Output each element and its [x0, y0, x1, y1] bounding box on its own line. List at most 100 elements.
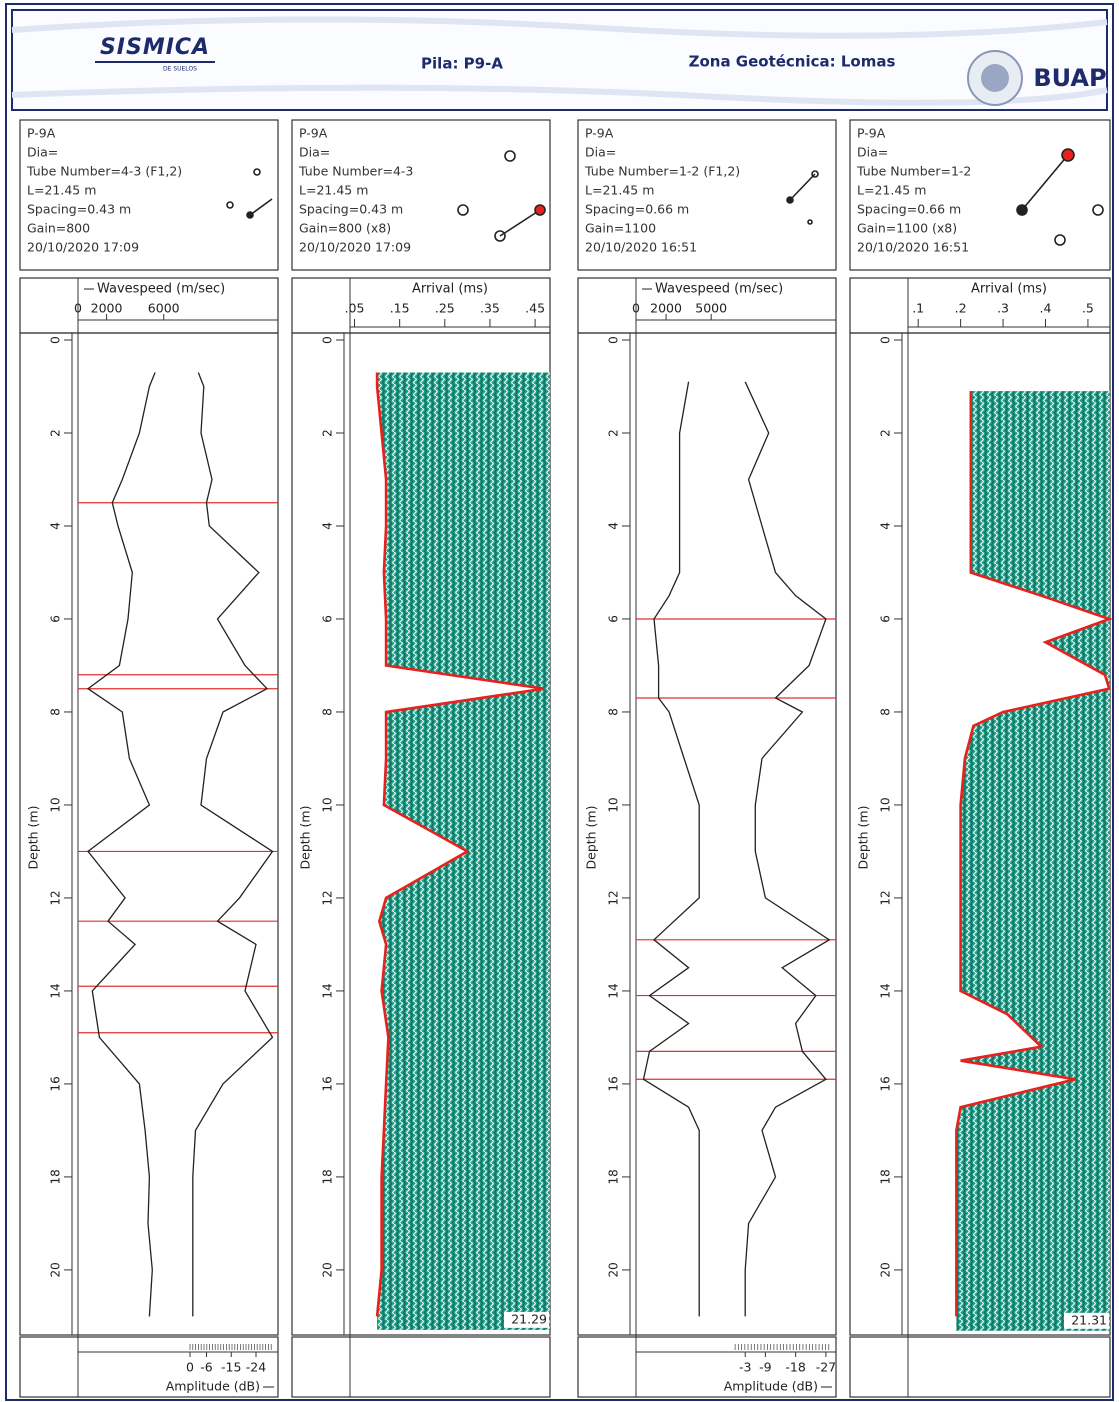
- x-tick-label: 0: [74, 301, 82, 316]
- tube-icon: [811, 170, 819, 178]
- logo: SISMICA: [100, 35, 210, 60]
- x2-tick-label: -6: [200, 1360, 213, 1375]
- x-tick-label: .3: [997, 301, 1009, 316]
- x2-axis-label: Amplitude (dB): [166, 1379, 260, 1394]
- logo-subtitle: DE SUELOS: [163, 66, 197, 73]
- info-line: Dia=: [27, 145, 58, 160]
- x-tick-label: .15: [390, 301, 410, 316]
- info-line: L=21.45 m: [857, 183, 926, 198]
- log-panel: P-9A Dia= Tube Number=1-2 L=21.45 m Spacing=…: [849, 119, 1114, 1398]
- depth-tick-label: 20: [321, 1262, 335, 1277]
- info-line: 20/10/2020 17:09: [299, 240, 411, 255]
- x2-tick-label: -27: [816, 1360, 836, 1375]
- info-line: 20/10/2020 17:09: [27, 240, 139, 255]
- info-line: Tube Number=4-3: [298, 164, 413, 179]
- depth-tick-label: 6: [321, 615, 335, 623]
- depth-tick-label: 10: [49, 797, 63, 812]
- page-frame: [5, 3, 1114, 1401]
- depth-tick-label: 2: [49, 429, 63, 437]
- tube-icon: [253, 168, 261, 176]
- depth-tick-label: 8: [49, 708, 63, 716]
- x-tick-label: .4: [1040, 301, 1052, 316]
- info-line: Spacing=0.43 m: [27, 202, 131, 217]
- tube-icon: [786, 196, 794, 204]
- first-arrival-line: [375, 372, 545, 1317]
- depth-tick-label: 12: [321, 890, 335, 905]
- info-line: Gain=1100: [585, 221, 656, 236]
- info-line: P-9A: [299, 126, 328, 141]
- info-line: Dia=: [857, 145, 888, 160]
- info-line: Gain=1100 (x8): [857, 221, 957, 236]
- depth-tick-label: 0: [879, 336, 893, 344]
- institution: BUAP: [1033, 64, 1106, 92]
- depth-tick-label: 18: [607, 1169, 621, 1184]
- depth-tick-label: 12: [49, 890, 63, 905]
- depth-axis-label: Depth (m): [26, 806, 41, 870]
- x-tick-label: 2000: [91, 301, 123, 316]
- depth-tick-label: 2: [879, 429, 893, 437]
- depth-tick-label: 6: [49, 615, 63, 623]
- end-depth-box: [504, 1311, 549, 1328]
- amplitude-line: [192, 372, 274, 1317]
- depth-tick-label: 14: [49, 983, 63, 998]
- depth-tick-label: 4: [49, 522, 63, 530]
- x2-tick-label: 0: [186, 1360, 194, 1375]
- x-tick-label: .5: [1082, 301, 1094, 316]
- x-axis-label: Arrival (ms): [971, 282, 1047, 297]
- info-line: Tube Number=1-2 (F1,2): [584, 164, 740, 179]
- x-tick-label: .25: [435, 301, 455, 316]
- depth-tick-label: 16: [321, 1076, 335, 1091]
- info-line: P-9A: [585, 126, 614, 141]
- depth-tick-label: 14: [321, 983, 335, 998]
- end-depth-label: 21.31: [1071, 1312, 1107, 1327]
- depth-axis-label: Depth (m): [584, 806, 599, 870]
- end-depth-label: 21.29: [511, 1311, 547, 1326]
- info-line: Tube Number=1-2: [856, 164, 971, 179]
- amplitude-line: [744, 381, 831, 1317]
- tube-icon: [246, 211, 254, 219]
- header: SISMICA DE SUELOS Pila: P9-A Zona Geotéc…: [11, 9, 1108, 111]
- tube-icon: [494, 230, 506, 242]
- wavespeed-line: [642, 381, 700, 1317]
- x2-tick-label: -15: [221, 1360, 241, 1375]
- depth-tick-label: 20: [49, 1262, 63, 1277]
- x-tick-label: .45: [525, 301, 545, 316]
- zone-label: Zona Geotécnica: Lomas: [689, 53, 896, 71]
- depth-tick-label: 16: [49, 1076, 63, 1091]
- info-box: [577, 119, 837, 271]
- x-axis-label: Arrival (ms): [412, 282, 488, 297]
- plot-box: [577, 332, 837, 1336]
- depth-tick-label: 20: [607, 1262, 621, 1277]
- depth-tick-label: 12: [607, 890, 621, 905]
- tube-icon: [1016, 204, 1028, 216]
- tube-icon: [807, 219, 813, 225]
- depth-tick-label: 18: [49, 1169, 63, 1184]
- end-depth-box: [1064, 1312, 1109, 1329]
- info-line: L=21.45 m: [585, 183, 654, 198]
- waveform-area: [377, 372, 550, 1330]
- depth-axis-label: Depth (m): [298, 806, 313, 870]
- x-tick-label: 6000: [148, 301, 180, 316]
- info-box: [291, 119, 551, 271]
- depth-tick-label: 0: [607, 336, 621, 344]
- tube-icon: [457, 204, 469, 216]
- depth-tick-label: 18: [321, 1169, 335, 1184]
- x2-tick-label: -24: [246, 1360, 266, 1375]
- info-box: [849, 119, 1111, 271]
- tube-icon: [534, 204, 546, 216]
- x2-axis-label: Amplitude (dB): [724, 1379, 818, 1394]
- x-tick-label: .1: [912, 301, 924, 316]
- info-line: Spacing=0.66 m: [857, 202, 961, 217]
- depth-tick-label: 14: [607, 983, 621, 998]
- depth-tick-label: 6: [607, 615, 621, 623]
- footer-box: [19, 1336, 279, 1398]
- depth-tick-label: 20: [879, 1262, 893, 1277]
- info-line: Spacing=0.43 m: [299, 202, 403, 217]
- tube-icon: [226, 201, 234, 209]
- x-tick-label: .35: [480, 301, 500, 316]
- waveform-area: [956, 391, 1110, 1331]
- tube-icon: [1061, 148, 1075, 162]
- tube-icon: [499, 209, 541, 237]
